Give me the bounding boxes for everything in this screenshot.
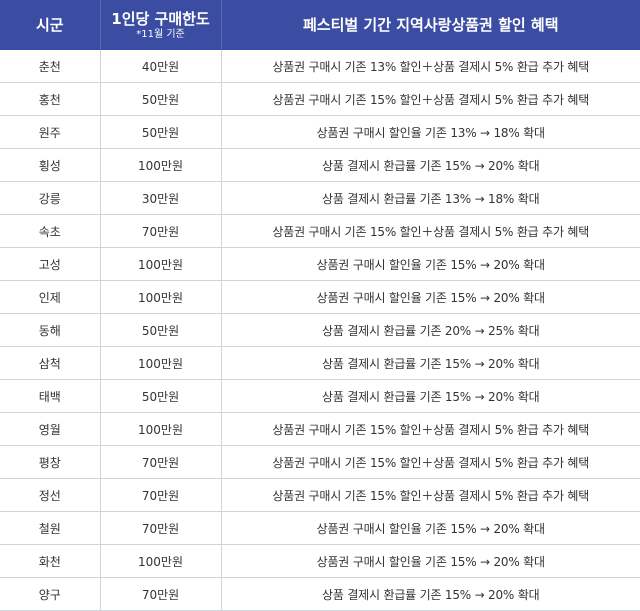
benefit-cell: 상품권 구매시 기존 15% 할인＋상품 결제시 5% 환급 추가 혜택 [221, 83, 640, 116]
purchase-limit-cell: 70만원 [100, 512, 221, 545]
header-limit-note: *11월 기준 [101, 28, 221, 41]
table-header: 시군 1인당 구매한도 *11월 기준 페스티벌 기간 지역사랑상품권 할인 혜… [0, 0, 640, 50]
region-cell: 정선 [0, 479, 100, 512]
header-region: 시군 [0, 0, 100, 50]
benefit-cell: 상품 결제시 환급률 기존 15% → 20% 확대 [221, 149, 640, 182]
purchase-limit-cell: 70만원 [100, 479, 221, 512]
region-cell: 홍천 [0, 83, 100, 116]
benefit-cell: 상품 결제시 환급률 기존 15% → 20% 확대 [221, 578, 640, 611]
benefit-cell: 상품 결제시 환급률 기존 15% → 20% 확대 [221, 347, 640, 380]
header-limit: 1인당 구매한도 *11월 기준 [100, 0, 221, 50]
purchase-limit-cell: 50만원 [100, 83, 221, 116]
purchase-limit-cell: 100만원 [100, 281, 221, 314]
purchase-limit-cell: 100만원 [100, 248, 221, 281]
header-region-label: 시군 [0, 16, 100, 34]
purchase-limit-cell: 50만원 [100, 116, 221, 149]
purchase-limit-cell: 70만원 [100, 446, 221, 479]
region-cell: 동해 [0, 314, 100, 347]
header-benefit-label: 페스티벌 기간 지역사랑상품권 할인 혜택 [222, 16, 640, 34]
region-cell: 양구 [0, 578, 100, 611]
purchase-limit-cell: 70만원 [100, 215, 221, 248]
header-row: 시군 1인당 구매한도 *11월 기준 페스티벌 기간 지역사랑상품권 할인 혜… [0, 0, 640, 50]
region-cell: 영월 [0, 413, 100, 446]
region-cell: 평창 [0, 446, 100, 479]
purchase-limit-cell: 70만원 [100, 578, 221, 611]
region-cell: 고성 [0, 248, 100, 281]
header-benefit: 페스티벌 기간 지역사랑상품권 할인 혜택 [221, 0, 640, 50]
region-cell: 강릉 [0, 182, 100, 215]
benefit-cell: 상품 결제시 환급률 기존 20% → 25% 확대 [221, 314, 640, 347]
benefit-cell: 상품권 구매시 할인율 기존 15% → 20% 확대 [221, 512, 640, 545]
purchase-limit-cell: 100만원 [100, 347, 221, 380]
benefit-cell: 상품권 구매시 할인율 기존 15% → 20% 확대 [221, 545, 640, 578]
purchase-limit-cell: 30만원 [100, 182, 221, 215]
benefit-cell: 상품권 구매시 기존 15% 할인＋상품 결제시 5% 환급 추가 혜택 [221, 413, 640, 446]
region-cell: 화천 [0, 545, 100, 578]
region-cell: 철원 [0, 512, 100, 545]
benefit-cell: 상품권 구매시 기존 15% 할인＋상품 결제시 5% 환급 추가 혜택 [221, 479, 640, 512]
purchase-limit-cell: 100만원 [100, 413, 221, 446]
header-limit-label: 1인당 구매한도 [101, 10, 221, 28]
region-cell: 삼척 [0, 347, 100, 380]
benefit-cell: 상품권 구매시 기존 15% 할인＋상품 결제시 5% 환급 추가 혜택 [221, 446, 640, 479]
benefit-cell: 상품권 구매시 기존 15% 할인＋상품 결제시 5% 환급 추가 혜택 [221, 215, 640, 248]
benefit-cell: 상품 결제시 환급률 기존 15% → 20% 확대 [221, 380, 640, 413]
benefit-cell: 상품 결제시 환급률 기존 13% → 18% 확대 [221, 182, 640, 215]
region-cell: 원주 [0, 116, 100, 149]
region-cell: 춘천 [0, 50, 100, 83]
region-cell: 속초 [0, 215, 100, 248]
purchase-limit-cell: 100만원 [100, 545, 221, 578]
benefit-cell: 상품권 구매시 할인율 기존 13% → 18% 확대 [221, 116, 640, 149]
benefit-cell: 상품권 구매시 할인율 기존 15% → 20% 확대 [221, 281, 640, 314]
region-cell: 횡성 [0, 149, 100, 182]
region-cell: 태백 [0, 380, 100, 413]
purchase-limit-cell: 100만원 [100, 149, 221, 182]
benefit-cell: 상품권 구매시 할인율 기존 15% → 20% 확대 [221, 248, 640, 281]
purchase-limit-cell: 40만원 [100, 50, 221, 83]
region-cell: 인제 [0, 281, 100, 314]
benefit-cell: 상품권 구매시 기존 13% 할인＋상품 결제시 5% 환급 추가 혜택 [221, 50, 640, 83]
purchase-limit-cell: 50만원 [100, 314, 221, 347]
purchase-limit-cell: 50만원 [100, 380, 221, 413]
